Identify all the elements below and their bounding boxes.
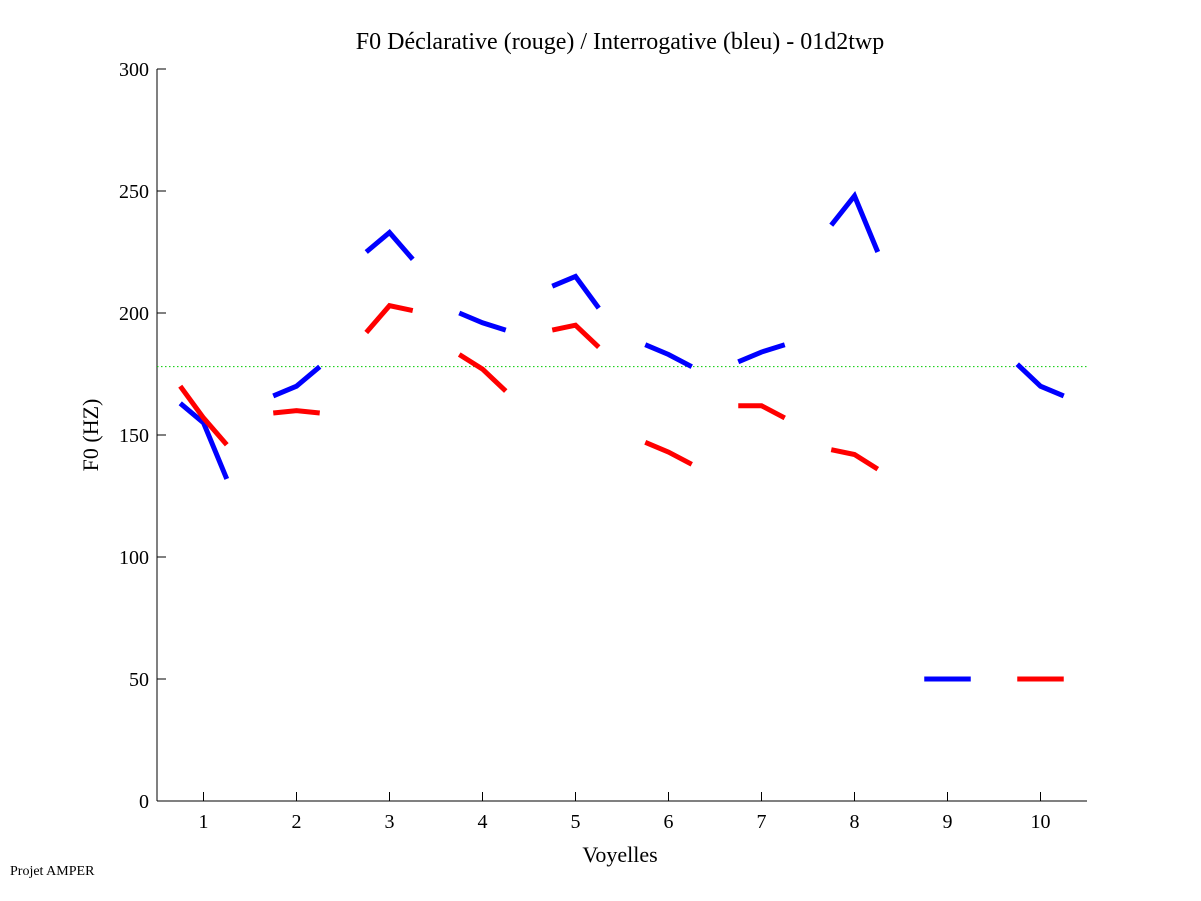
- x-axis-label: Voyelles: [582, 842, 657, 867]
- y-tick-label: 300: [119, 59, 149, 81]
- series-segment: [364, 302, 414, 335]
- x-tick-label: 5: [571, 811, 581, 833]
- series-segment: [644, 440, 693, 467]
- y-tick-label: 250: [119, 181, 149, 203]
- series-segment: [738, 403, 786, 421]
- y-axis-label: F0 (HZ): [78, 399, 103, 472]
- series-segment: [458, 310, 507, 333]
- series-segment: [644, 342, 693, 369]
- y-tick-label: 50: [129, 669, 149, 691]
- series-segment: [551, 273, 601, 310]
- series-segment: [272, 408, 321, 416]
- x-tick-label: 3: [385, 811, 395, 833]
- x-tick-label: 6: [664, 811, 674, 833]
- series-segment: [272, 364, 322, 399]
- x-tick-label: 7: [757, 811, 767, 833]
- y-tick-label: 0: [139, 791, 149, 813]
- series-segment: [364, 228, 415, 261]
- y-tick-label: 100: [119, 547, 149, 569]
- series-segment: [830, 447, 880, 472]
- x-tick-label: 4: [478, 811, 488, 833]
- series-segment: [551, 322, 601, 349]
- x-tick-label: 1: [199, 811, 209, 833]
- x-tick-label: 10: [1031, 811, 1051, 833]
- y-tick-label: 150: [119, 425, 149, 447]
- chart-title: F0 Déclarative (rouge) / Interrogative (…: [356, 29, 884, 55]
- x-tick-label: 2: [292, 811, 302, 833]
- x-tick-label: 8: [850, 811, 860, 833]
- footer-credit: Projet AMPER: [10, 864, 95, 879]
- series-segment: [178, 384, 229, 447]
- x-tick-label: 9: [943, 811, 953, 833]
- series-segment: [829, 190, 881, 253]
- series-segment: [457, 352, 508, 393]
- y-tick-label: 200: [119, 303, 149, 325]
- series-segment: [737, 342, 786, 365]
- series-segment: [1015, 362, 1065, 399]
- series-segment: [178, 401, 230, 480]
